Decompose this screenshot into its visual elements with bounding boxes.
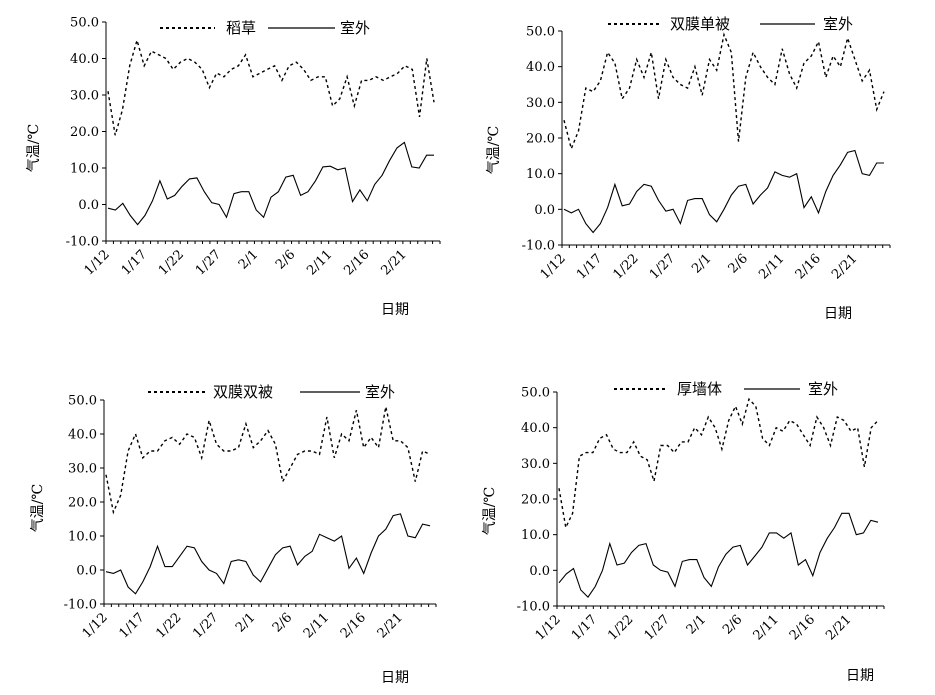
x-tick-label: 2/11 (301, 610, 332, 641)
y-tick-label: 0.0 (76, 564, 97, 579)
legend-label: 室外 (365, 383, 395, 401)
series-line-treatment (107, 37, 435, 136)
series-line-outdoor (105, 513, 431, 595)
y-tick-label: 40.0 (521, 421, 550, 436)
y-tick-label: 50.0 (526, 25, 555, 40)
x-tick-label: 1/27 (647, 251, 678, 282)
x-tick-label: 2/11 (304, 247, 335, 278)
x-tick-label: 1/27 (193, 247, 224, 278)
chart-1: 50.0 40.0 30.0 20.0 10.0 0.0 -10.01/12 1/17 1/22… (26, 16, 441, 318)
y-tick-label: 20.0 (521, 493, 550, 508)
chart-3: 50.0 40.0 30.0 20.0 10.0 0.0 -10.01/12 1/17 1/22… (30, 383, 437, 686)
x-tick-label: 2/21 (823, 612, 854, 643)
y-tick-label: 0.0 (78, 198, 99, 213)
x-tick-label: 2/16 (341, 247, 372, 278)
y-tick-label: -10.0 (517, 600, 550, 615)
y-tick-label: 30.0 (70, 89, 99, 104)
x-tick-label: 1/12 (80, 610, 111, 641)
x-tick-label: 2/1 (689, 251, 714, 276)
y-axis-label: 气温/℃ (486, 126, 502, 174)
y-tick-label: 30.0 (526, 96, 555, 111)
legend-label: 厚墙体 (677, 380, 722, 398)
y-tick-label: 20.0 (70, 125, 99, 140)
y-tick-label: 10.0 (70, 162, 99, 177)
legend-label: 室外 (823, 15, 853, 33)
y-tick-label: -10.0 (66, 235, 99, 250)
x-tick-label: 1/17 (569, 612, 600, 643)
x-axis-label: 日期 (381, 670, 409, 686)
x-tick-label: 2/16 (793, 251, 824, 282)
y-axis-label: 气温/℃ (26, 124, 42, 172)
y-tick-label: 30.0 (68, 462, 97, 477)
y-tick-label: 40.0 (70, 52, 99, 67)
series-line-treatment (558, 397, 879, 530)
legend-label: 稻草 (226, 19, 256, 37)
x-tick-label: 2/21 (378, 247, 409, 278)
x-tick-label: 1/22 (610, 251, 641, 282)
x-tick-label: 1/17 (119, 247, 150, 278)
y-tick-label: 50.0 (70, 16, 99, 31)
series-line-outdoor (563, 149, 884, 234)
x-tick-label: 1/17 (116, 610, 147, 641)
legend-label: 双膜单被 (670, 15, 730, 33)
y-tick-label: 10.0 (526, 167, 555, 182)
x-tick-label: 2/21 (829, 251, 860, 282)
x-tick-label: 1/12 (538, 251, 569, 282)
series-line-outdoor (107, 141, 434, 226)
x-tick-label: 1/22 (605, 612, 636, 643)
y-tick-label: 0.0 (534, 203, 555, 218)
x-tick-label: 1/27 (190, 610, 221, 641)
chart-4: 50.0 40.0 30.0 20.0 10.0 0.0 -10.01/12 1/17 1/22… (482, 380, 885, 684)
y-tick-label: 20.0 (526, 132, 555, 147)
x-tick-label: 2/11 (756, 251, 787, 282)
x-tick-label: 2/16 (787, 612, 818, 643)
x-tick-label: 2/1 (233, 610, 258, 635)
chart-2: 50.0 40.0 30.0 20.0 10.0 0.0 -10.01/12 1/17 1/22… (486, 15, 891, 322)
y-tick-label: 50.0 (521, 386, 550, 401)
x-tick-label: 2/21 (375, 610, 406, 641)
y-tick-label: 10.0 (521, 528, 550, 543)
y-axis-label: 气温/℃ (482, 487, 498, 535)
x-tick-label: 1/17 (574, 251, 605, 282)
y-tick-label: -10.0 (522, 239, 555, 254)
y-tick-label: 30.0 (521, 457, 550, 472)
legend-label: 室外 (340, 19, 370, 37)
x-tick-label: 1/12 (533, 612, 564, 643)
y-tick-label: 40.0 (526, 60, 555, 75)
series-line-outdoor (558, 512, 879, 598)
y-tick-label: 10.0 (68, 530, 97, 545)
y-axis-label: 气温/℃ (30, 484, 46, 532)
x-tick-label: 1/27 (642, 612, 673, 643)
y-tick-label: -10.0 (64, 598, 97, 613)
x-tick-label: 1/22 (153, 610, 184, 641)
x-tick-label: 2/1 (236, 247, 261, 272)
x-tick-label: 2/6 (270, 610, 295, 635)
x-tick-label: 2/11 (751, 612, 782, 643)
legend-label: 室外 (808, 380, 838, 398)
y-tick-label: 20.0 (68, 496, 97, 511)
x-tick-label: 2/6 (720, 612, 745, 637)
y-tick-label: 0.0 (529, 564, 550, 579)
x-tick-label: 2/6 (273, 247, 298, 272)
legend-label: 双膜双被 (213, 383, 273, 401)
x-axis-label: 日期 (824, 306, 852, 322)
series-line-treatment (105, 406, 431, 515)
y-tick-label: 50.0 (68, 394, 97, 409)
x-tick-label: 2/6 (726, 251, 751, 276)
x-tick-label: 2/1 (684, 612, 709, 637)
series-line-treatment (563, 32, 885, 151)
x-tick-label: 1/12 (82, 247, 113, 278)
y-tick-label: 40.0 (68, 428, 97, 443)
x-axis-label: 日期 (846, 668, 874, 684)
x-axis-label: 日期 (381, 302, 409, 318)
x-tick-label: 1/22 (156, 247, 187, 278)
x-tick-label: 2/16 (338, 610, 369, 641)
